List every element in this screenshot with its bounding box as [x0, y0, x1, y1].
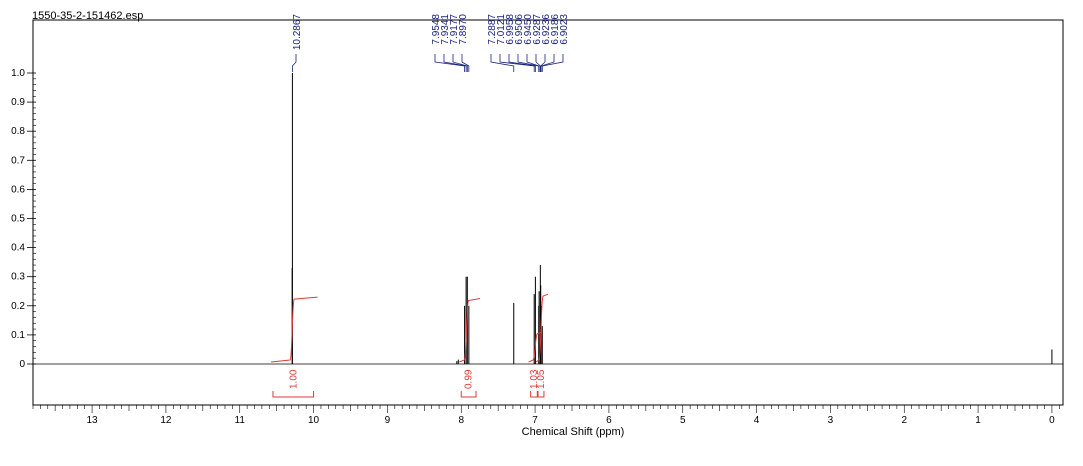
- integral-value-label: 1.03: [529, 369, 540, 389]
- peak-shift-label: 6.9023: [559, 14, 570, 45]
- x-tick-label: 12: [160, 415, 172, 426]
- integral-curve: [459, 298, 481, 363]
- file-name-title: 1550-35-2-151462.esp: [32, 10, 144, 22]
- peak-connector: [461, 54, 470, 72]
- integral-curve: [528, 331, 542, 363]
- x-tick-label: 0: [1049, 415, 1055, 426]
- peak-shift-label: 6.9958: [505, 14, 516, 45]
- y-tick-label: 0.8: [11, 126, 25, 137]
- x-axis-title: Chemical Shift (ppm): [522, 426, 625, 438]
- x-tick-label: 8: [458, 415, 464, 426]
- integral-bracket: [537, 391, 545, 398]
- peak-connector: [452, 54, 468, 72]
- y-tick-label: 0.1: [11, 330, 25, 341]
- y-tick-label: 0.4: [11, 243, 25, 254]
- peak-connector: [490, 54, 515, 72]
- x-tick-label: 7: [532, 415, 538, 426]
- y-tick-label: 0.3: [11, 272, 25, 283]
- peak-shift-label: 7.9341: [440, 14, 451, 45]
- peak-shift-label: 10.2867: [292, 14, 303, 51]
- x-tick-label: 6: [606, 415, 612, 426]
- integral-bracket: [530, 391, 538, 398]
- x-tick-label: 13: [87, 415, 99, 426]
- peak-connector: [526, 54, 540, 72]
- integral-bracket: [460, 391, 477, 398]
- peak-shift-label: 6.9506: [514, 14, 525, 45]
- y-tick-label: 0: [19, 359, 25, 370]
- peak-shift-label: 6.9450: [523, 14, 534, 45]
- x-tick-label: 5: [680, 415, 686, 426]
- y-tick-label: 0.6: [11, 184, 25, 195]
- peak-connector: [535, 54, 541, 72]
- plot-frame: [32, 19, 1064, 406]
- x-tick-label: 1: [975, 415, 981, 426]
- peak-connector: [517, 54, 540, 72]
- y-tick-label: 0.7: [11, 155, 25, 166]
- peak-shift-label: 7.0121: [496, 14, 507, 45]
- peak-connector: [499, 54, 535, 72]
- peak-connector: [541, 54, 564, 72]
- peak-connector: [508, 54, 536, 72]
- x-tick-label: 4: [754, 415, 760, 426]
- y-tick-label: 0.2: [11, 301, 25, 312]
- peak-connector: [434, 54, 465, 72]
- x-tick-label: 9: [385, 415, 391, 426]
- x-tick-label: 10: [308, 415, 320, 426]
- integral-curve: [535, 293, 549, 363]
- peak-shift-label: 6.9287: [532, 14, 543, 45]
- peak-shift-label: 7.9548: [431, 14, 442, 45]
- x-tick-label: 11: [235, 415, 246, 426]
- integral-value-label: 0.99: [464, 369, 475, 389]
- integral-bracket: [272, 391, 315, 398]
- peak-shift-label: 7.9177: [449, 14, 460, 45]
- peak-shift-label: 6.9236: [541, 14, 552, 45]
- peak-shift-label: 7.2887: [487, 14, 498, 45]
- peak-connector: [292, 54, 297, 72]
- peak-shift-label: 7.8970: [458, 14, 469, 45]
- y-tick-label: 0.5: [11, 214, 25, 225]
- integral-curve: [270, 296, 318, 363]
- integral-value-label: 1.05: [536, 369, 547, 389]
- y-tick-label: 0.9: [11, 97, 25, 108]
- x-tick-label: 2: [901, 415, 907, 426]
- peak-connector: [443, 54, 467, 72]
- integral-value-label: 1.00: [288, 369, 299, 389]
- y-tick-label: 1.0: [11, 68, 25, 79]
- x-tick-label: 3: [828, 415, 834, 426]
- peak-shift-label: 6.9186: [550, 14, 561, 45]
- peak-connector: [540, 54, 555, 72]
